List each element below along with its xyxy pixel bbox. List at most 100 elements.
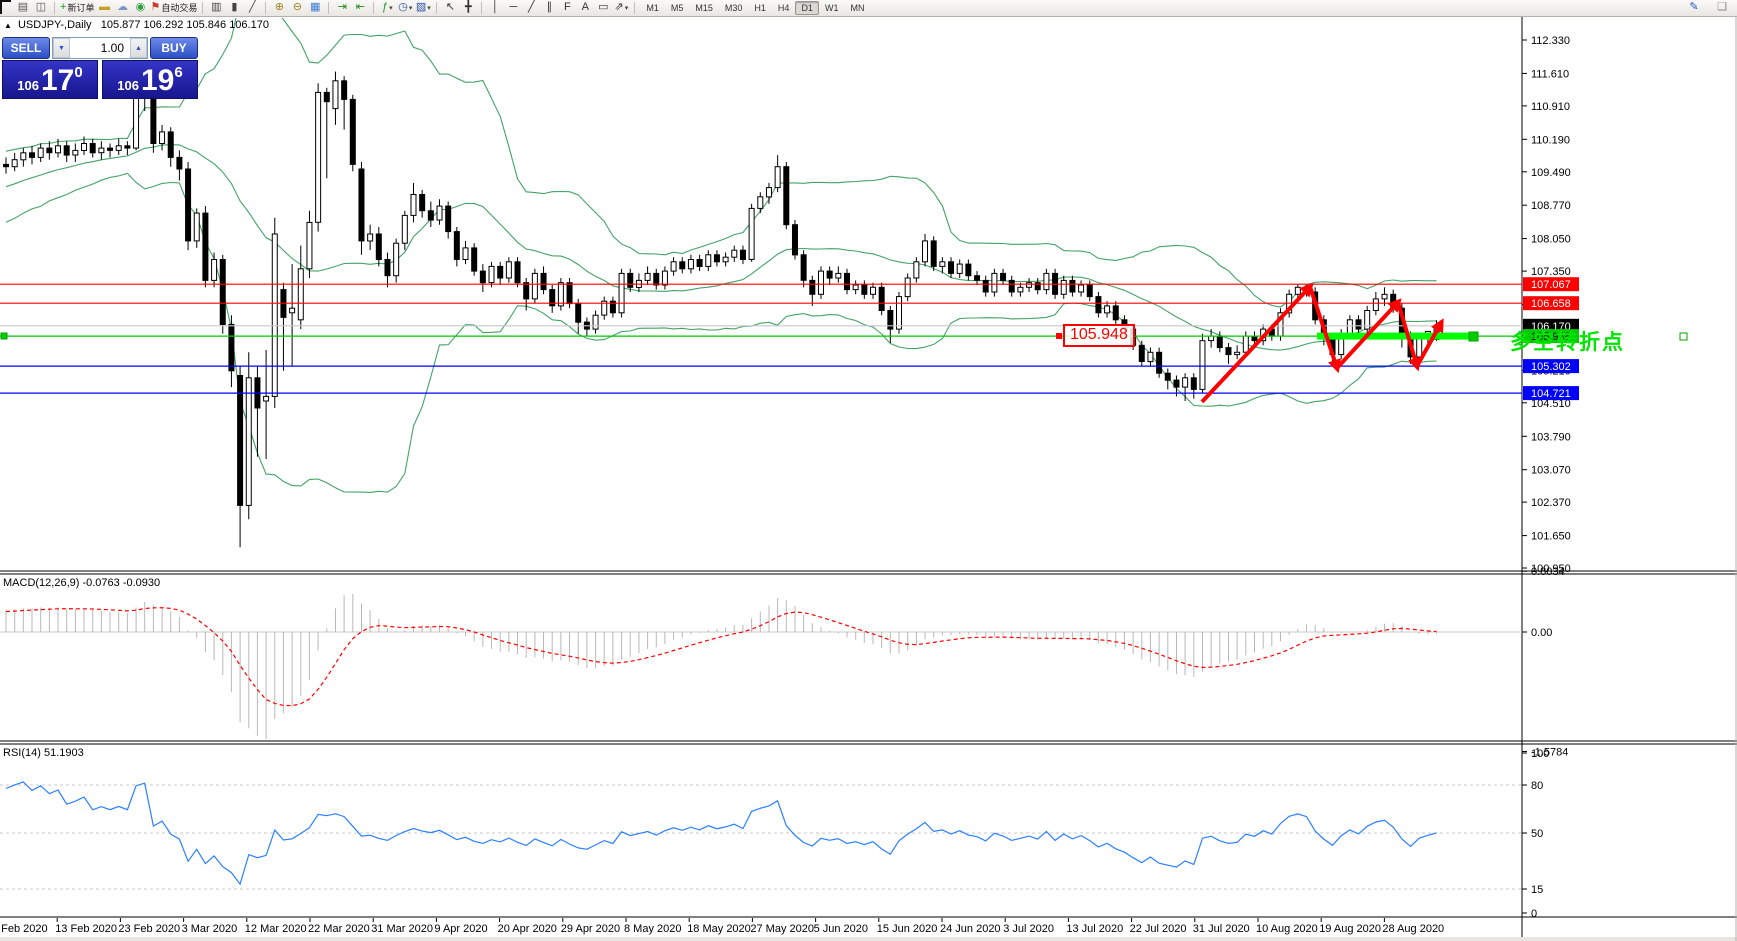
cloud-icon[interactable]: ☁ [116,0,128,13]
rsi-label: RSI(14) 51.1903 [3,747,84,759]
zoom-in-icon[interactable]: ⊕ [274,0,284,13]
new-order-icon[interactable]: + 新订单 [60,0,95,13]
timeframe-H4[interactable]: H4 [777,3,790,13]
vertical-line-icon[interactable]: │ [491,0,499,13]
price-scale: 112.330 111.610 110.910 110.190 109.490 108.7… [1522,35,1579,920]
svg-text:107.350: 107.350 [1531,266,1571,278]
timeframe-M30[interactable]: M30 [724,3,743,13]
volume-up-button[interactable]: ▲ [130,38,147,58]
profiles-icon[interactable]: ◫ [35,0,47,13]
tile-windows-icon[interactable]: ▦ [310,0,321,13]
line-chart-icon[interactable]: ╱ [249,0,256,13]
support-bar[interactable] [1317,332,1473,340]
periods-icon[interactable]: ◷ ▾ [398,0,413,13]
object-handle-0[interactable] [0,332,8,340]
sell-price-display[interactable]: 106 17 0 [2,60,98,99]
indicators-icon[interactable]: ƒ ▾ [382,0,393,13]
svg-text:22 Mar 2020: 22 Mar 2020 [308,923,370,935]
toolbar-separator [436,2,438,14]
svg-text:105.948: 105.948 [1531,331,1571,343]
timeframe-buttons: M1 M5 M15 M30 H1 H4 D1 W1 MN [640,1,870,15]
chat-icon[interactable]: ❏ [1717,1,1727,13]
timeframe-M15[interactable]: M15 [695,3,713,13]
svg-text:22 Jul 2020: 22 Jul 2020 [1130,923,1187,935]
svg-text:104.721: 104.721 [1531,388,1571,400]
cursor-icon[interactable]: ↖ [445,0,455,13]
svg-text:103.070: 103.070 [1531,465,1571,477]
timeframe-H1[interactable]: H1 [754,3,766,13]
svg-text:31 Mar 2020: 31 Mar 2020 [371,923,433,935]
price-callout-label[interactable]: 105.948 [1063,324,1135,347]
svg-text:111.610: 111.610 [1531,68,1569,80]
toolbar-icons: ▤ ◫ + 新订单 ▬ ☁ ◉ ⚑ 自动交易 ▥ ▮ ╱ ⊕ ⊖ ▦ ⇥ ⇤ ƒ ▾ ◷ ▾ ▧ ▾ ↖ ╋ │ ─ ╱ ∥ F A ▭ ⇗ ▾ [14,1,639,16]
label-icon[interactable]: ▭ [598,0,609,13]
sell-price-pips: 17 [40,64,75,97]
timeframe-D1[interactable]: D1 [795,1,819,15]
sell-price-base: 106 [17,78,39,93]
chart-shift-icon[interactable]: ⇤ [355,0,365,13]
volume-stepper[interactable]: ▼ 1.00 ▲ [52,37,148,59]
symbol-title: USDJPY-,Daily [17,19,92,31]
ohlc-values: 105.877 106.292 105.846 106.170 [100,19,269,31]
svg-text:12 Mar 2020: 12 Mar 2020 [245,923,307,935]
templates-icon[interactable]: ▧ ▾ [415,0,431,13]
horizontal-line-icon[interactable]: ─ [509,0,518,13]
zoom-out-icon[interactable]: ⊖ [292,0,302,13]
turning-point-annotation[interactable]: 多空转折点 [1510,331,1625,354]
price-callout-anchor[interactable] [1056,333,1062,339]
candle-chart-icon[interactable]: ▮ [231,0,238,13]
buy-price-pips: 19 [140,64,175,97]
price-label-104.721: 104.721 [1523,386,1579,401]
rsi-line [5,781,1437,886]
volume-value[interactable]: 1.00 [100,41,124,55]
arrows-icon[interactable]: ⇗ ▾ [614,0,629,13]
svg-text:3 Feb 2020: 3 Feb 2020 [0,923,48,935]
window-corner [0,0,11,14]
zigzag-annotation[interactable] [1200,282,1444,404]
timeframe-M1[interactable]: M1 [646,3,659,13]
bar-chart-icon[interactable]: ▥ [211,0,222,13]
crosshair-icon[interactable]: ╋ [465,0,472,13]
svg-text:104.510: 104.510 [1531,398,1571,410]
toolbar-separator [54,2,55,14]
gold-icon[interactable]: ▬ [98,0,110,13]
svg-text:15 Jun 2020: 15 Jun 2020 [877,923,938,935]
svg-text:100: 100 [1531,748,1549,760]
text-icon[interactable]: A [581,0,590,13]
trendline-icon[interactable]: ╱ [528,0,535,13]
svg-text:20 Apr 2020: 20 Apr 2020 [498,923,557,935]
buy-button[interactable]: BUY [150,37,198,59]
timeframe-MN[interactable]: MN [850,3,865,13]
svg-text:23 Feb 2020: 23 Feb 2020 [118,923,180,935]
timeframe-M5[interactable]: M5 [670,3,684,13]
signals-icon[interactable]: ◉ [135,0,146,13]
toolbar-separator [265,2,267,14]
rsi-panel [0,781,1522,890]
object-handle-2[interactable] [1679,332,1688,341]
pen-icon[interactable]: ✎ [1689,1,1699,13]
sell-button[interactable]: SELL [2,37,50,59]
channel-icon[interactable]: ∥ [546,0,553,13]
bollinger-upper-band [5,18,1437,308]
svg-text:105.302: 105.302 [1531,361,1571,373]
auto-scroll-icon[interactable]: ⇥ [337,0,347,13]
toolbar-right-icons: ✎ ❏ [1685,0,1731,17]
autotrading-icon[interactable]: ⚑ 自动交易 [150,0,198,13]
timeframe-W1[interactable]: W1 [824,3,839,13]
horizontal-level-lines[interactable] [0,283,1522,394]
volume-down-button[interactable]: ▼ [53,38,70,58]
object-handle-1[interactable] [1468,331,1479,342]
svg-text:103.790: 103.790 [1531,431,1571,443]
sell-price-point: 0 [74,64,83,81]
buy-price-point: 6 [174,64,183,81]
svg-text:13 Feb 2020: 13 Feb 2020 [55,923,117,935]
price-label-105.948: 105.948 [1523,329,1579,344]
buy-price-display[interactable]: 106 19 6 [102,60,198,99]
svg-text:9 Apr 2020: 9 Apr 2020 [434,923,487,935]
fibonacci-icon[interactable]: F [563,0,571,13]
new-chart-icon[interactable]: ▤ [17,0,29,13]
macd-panel [0,594,1522,739]
oneclick-collapse-arrow[interactable]: ▲ [4,21,12,30]
one-click-trading-panel: SELL ▼ 1.00 ▲ BUY 106 17 0 106 19 6 [2,37,198,99]
